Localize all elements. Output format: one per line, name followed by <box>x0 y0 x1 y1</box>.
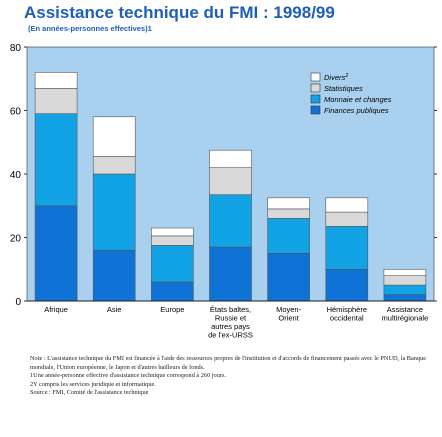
bar-segment-0-1 <box>34 113 78 207</box>
category-label-4: Moyen-Orient <box>276 305 302 323</box>
category-label-1: Asie <box>107 305 122 314</box>
bar-segment-6-0 <box>383 294 427 302</box>
bar-segment-4-0 <box>267 253 310 302</box>
bar-segment-3-0 <box>209 246 252 302</box>
bar-segment-1-2 <box>92 156 136 175</box>
bar-segment-4-2 <box>267 208 310 219</box>
legend-swatch-1 <box>310 83 321 93</box>
bar-segment-6-3 <box>383 268 427 276</box>
bar-segment-1-3 <box>92 116 136 157</box>
footnote-2: 2Y compris les services juridique et inf… <box>30 380 156 388</box>
legend: Divers2 Statistiques Monnaie et changes Fin… <box>310 72 392 115</box>
category-label-6: Assistance multirégionale <box>382 305 429 323</box>
bar-segment-2-0 <box>151 281 194 302</box>
y-tick-label-2: 40 <box>10 170 22 181</box>
chart-title: Assistance technique du FMI : 1998/99 <box>24 3 335 22</box>
bar-segment-1-1 <box>92 173 136 251</box>
legend-label-0: Divers2 <box>324 73 348 82</box>
category-label-5: Hémisphère occidental <box>327 305 367 323</box>
plot-frame <box>26 46 435 302</box>
bar-segment-5-0 <box>325 268 369 302</box>
notes-block: Note : L'assistance technique du FMI est… <box>30 355 438 398</box>
bar-segment-5-2 <box>325 211 369 227</box>
note-text: Note : L'assistance technique du FMI est… <box>30 355 427 371</box>
legend-label-3: Finances publiques <box>324 106 389 115</box>
source-text: Source : FMI, Comité de l'assistance tec… <box>30 389 149 396</box>
chart-subtitle: (En années-personnes effectives)1 <box>28 24 152 33</box>
bar-segment-3-1 <box>209 194 252 248</box>
bar-segment-0-0 <box>34 205 78 302</box>
bar-segment-1-0 <box>92 249 136 302</box>
bar-segment-5-3 <box>325 197 369 213</box>
y-tick-label-3: 60 <box>10 107 22 118</box>
bar-segment-2-3 <box>151 227 194 237</box>
legend-swatch-0 <box>310 72 321 82</box>
category-label-3: États baltes, Russie et autres pays de l'ex… <box>208 305 253 340</box>
bar-segment-5-1 <box>325 226 369 270</box>
bar-segment-4-1 <box>267 218 310 254</box>
legend-swatch-3 <box>310 105 321 115</box>
legend-label-2: Monnaie et changes <box>324 95 392 104</box>
legend-label-1: Statistiques <box>324 84 363 93</box>
bar-segment-0-2 <box>34 88 78 115</box>
legend-swatch-2 <box>310 94 321 104</box>
stacked-bar-chart: 0 20 40 60 80 Afrique Asie Europe États baltes,… <box>10 43 437 340</box>
y-tick-label-0: 0 <box>15 297 21 308</box>
bar-segment-2-2 <box>151 235 194 246</box>
category-label-0: Afrique <box>44 305 68 314</box>
bar-segment-3-3 <box>209 149 252 168</box>
footnote-1: 1Une année-personne effective d'assistan… <box>30 372 226 379</box>
bar-segment-6-1 <box>383 284 427 295</box>
bar-segment-2-1 <box>151 245 194 283</box>
bar-segment-0-3 <box>34 72 78 89</box>
bar-segment-6-2 <box>383 275 427 286</box>
bar-segment-3-2 <box>209 167 252 195</box>
bar-segment-4-3 <box>267 197 310 210</box>
y-tick-label-1: 20 <box>10 234 22 245</box>
category-label-2: Europe <box>160 305 184 314</box>
y-tick-label-4: 80 <box>10 43 22 54</box>
